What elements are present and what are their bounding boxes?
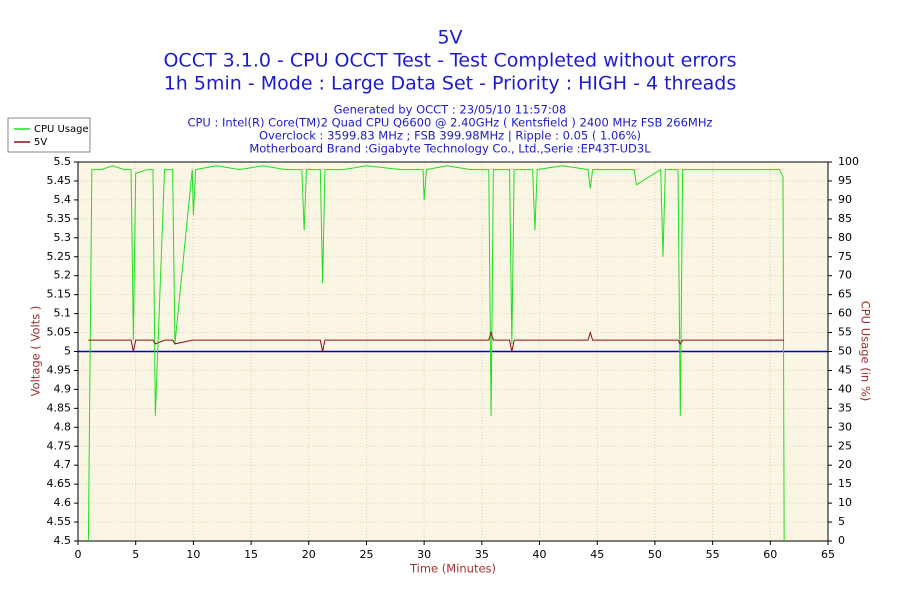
x-tick-label: 15 — [244, 548, 258, 561]
y2-tick-label: 95 — [838, 174, 852, 187]
y-tick-label: 4.75 — [47, 439, 72, 452]
y-tick-label: 5 — [64, 345, 71, 358]
x-tick-label: 30 — [417, 548, 431, 561]
series-line — [88, 330, 785, 352]
y2-tick-label: 65 — [838, 288, 852, 301]
x-tick-label: 25 — [359, 548, 373, 561]
y2-axis-label: CPU Usage (in %) — [859, 301, 873, 402]
y2-tick-label: 0 — [838, 534, 845, 547]
y-tick-label: 5.35 — [47, 212, 72, 225]
x-tick-label: 45 — [590, 548, 604, 561]
x-tick-label: 0 — [75, 548, 82, 561]
y2-tick-label: 55 — [838, 326, 852, 339]
y-tick-label: 5.5 — [54, 155, 72, 168]
y2-tick-label: 60 — [838, 307, 852, 320]
y-tick-label: 5.25 — [47, 250, 72, 263]
y-tick-label: 4.5 — [54, 534, 72, 547]
x-tick-label: 20 — [302, 548, 316, 561]
y2-tick-label: 25 — [838, 439, 852, 452]
y2-tick-label: 15 — [838, 477, 852, 490]
y-tick-label: 5.2 — [54, 269, 72, 282]
x-axis-label: Time (Minutes) — [409, 562, 496, 576]
y-tick-label: 5.4 — [54, 193, 72, 206]
y2-tick-label: 85 — [838, 212, 852, 225]
y-tick-label: 4.85 — [47, 401, 72, 414]
y-tick-label: 5.3 — [54, 231, 72, 244]
y-tick-label: 4.6 — [54, 496, 72, 509]
y2-tick-label: 70 — [838, 269, 852, 282]
y2-tick-label: 5 — [838, 515, 845, 528]
y-axis-label: Voltage ( Volts ) — [29, 306, 43, 397]
y2-tick-label: 45 — [838, 363, 852, 376]
y2-tick-label: 20 — [838, 458, 852, 471]
legend-label: CPU Usage — [34, 124, 89, 135]
y2-tick-label: 80 — [838, 231, 852, 244]
y2-tick-label: 35 — [838, 401, 852, 414]
legend-box — [7, 117, 91, 153]
y2-tick-label: 10 — [838, 496, 852, 509]
x-tick-label: 35 — [475, 548, 489, 561]
x-tick-label: 60 — [763, 548, 777, 561]
info-line: Overclock : 3599.83 MHz ; FSB 399.98MHz … — [259, 129, 641, 143]
x-tick-label: 50 — [648, 548, 662, 561]
x-tick-label: 5 — [132, 548, 139, 561]
legend-label: 5V — [34, 137, 47, 148]
y-tick-label: 4.8 — [54, 420, 72, 433]
series-line — [87, 165, 785, 542]
y2-tick-label: 90 — [838, 193, 852, 206]
y-tick-label: 4.7 — [54, 458, 72, 471]
y-tick-label: 4.95 — [47, 363, 72, 376]
subtitle: OCCT 3.1.0 - CPU OCCT Test - Test Comple… — [163, 50, 736, 72]
y2-tick-label: 50 — [838, 345, 852, 358]
y-tick-label: 5.05 — [47, 326, 72, 339]
y-tick-label: 4.65 — [47, 477, 72, 490]
chart-title: 5V — [437, 27, 462, 49]
y2-tick-label: 40 — [838, 382, 852, 395]
info-line: Generated by OCCT : 23/05/10 11:57:08 — [334, 103, 567, 117]
y-tick-label: 5.45 — [47, 174, 72, 187]
subtitle: 1h 5min - Mode : Large Data Set - Priori… — [164, 73, 737, 95]
x-tick-label: 65 — [821, 548, 835, 561]
y-tick-label: 5.1 — [54, 307, 72, 320]
x-tick-label: 10 — [186, 548, 200, 561]
y2-tick-label: 75 — [838, 250, 852, 263]
y2-tick-label: 100 — [838, 155, 859, 168]
y2-tick-label: 30 — [838, 420, 852, 433]
x-tick-label: 55 — [706, 548, 720, 561]
x-tick-label: 40 — [533, 548, 547, 561]
info-line: CPU : Intel(R) Core(TM)2 Quad CPU Q6600 … — [187, 116, 712, 130]
y-tick-label: 4.9 — [54, 382, 72, 395]
y-tick-label: 5.15 — [47, 288, 72, 301]
info-line: Motherboard Brand :Gigabyte Technology C… — [249, 142, 651, 156]
y-tick-label: 4.55 — [47, 515, 72, 528]
